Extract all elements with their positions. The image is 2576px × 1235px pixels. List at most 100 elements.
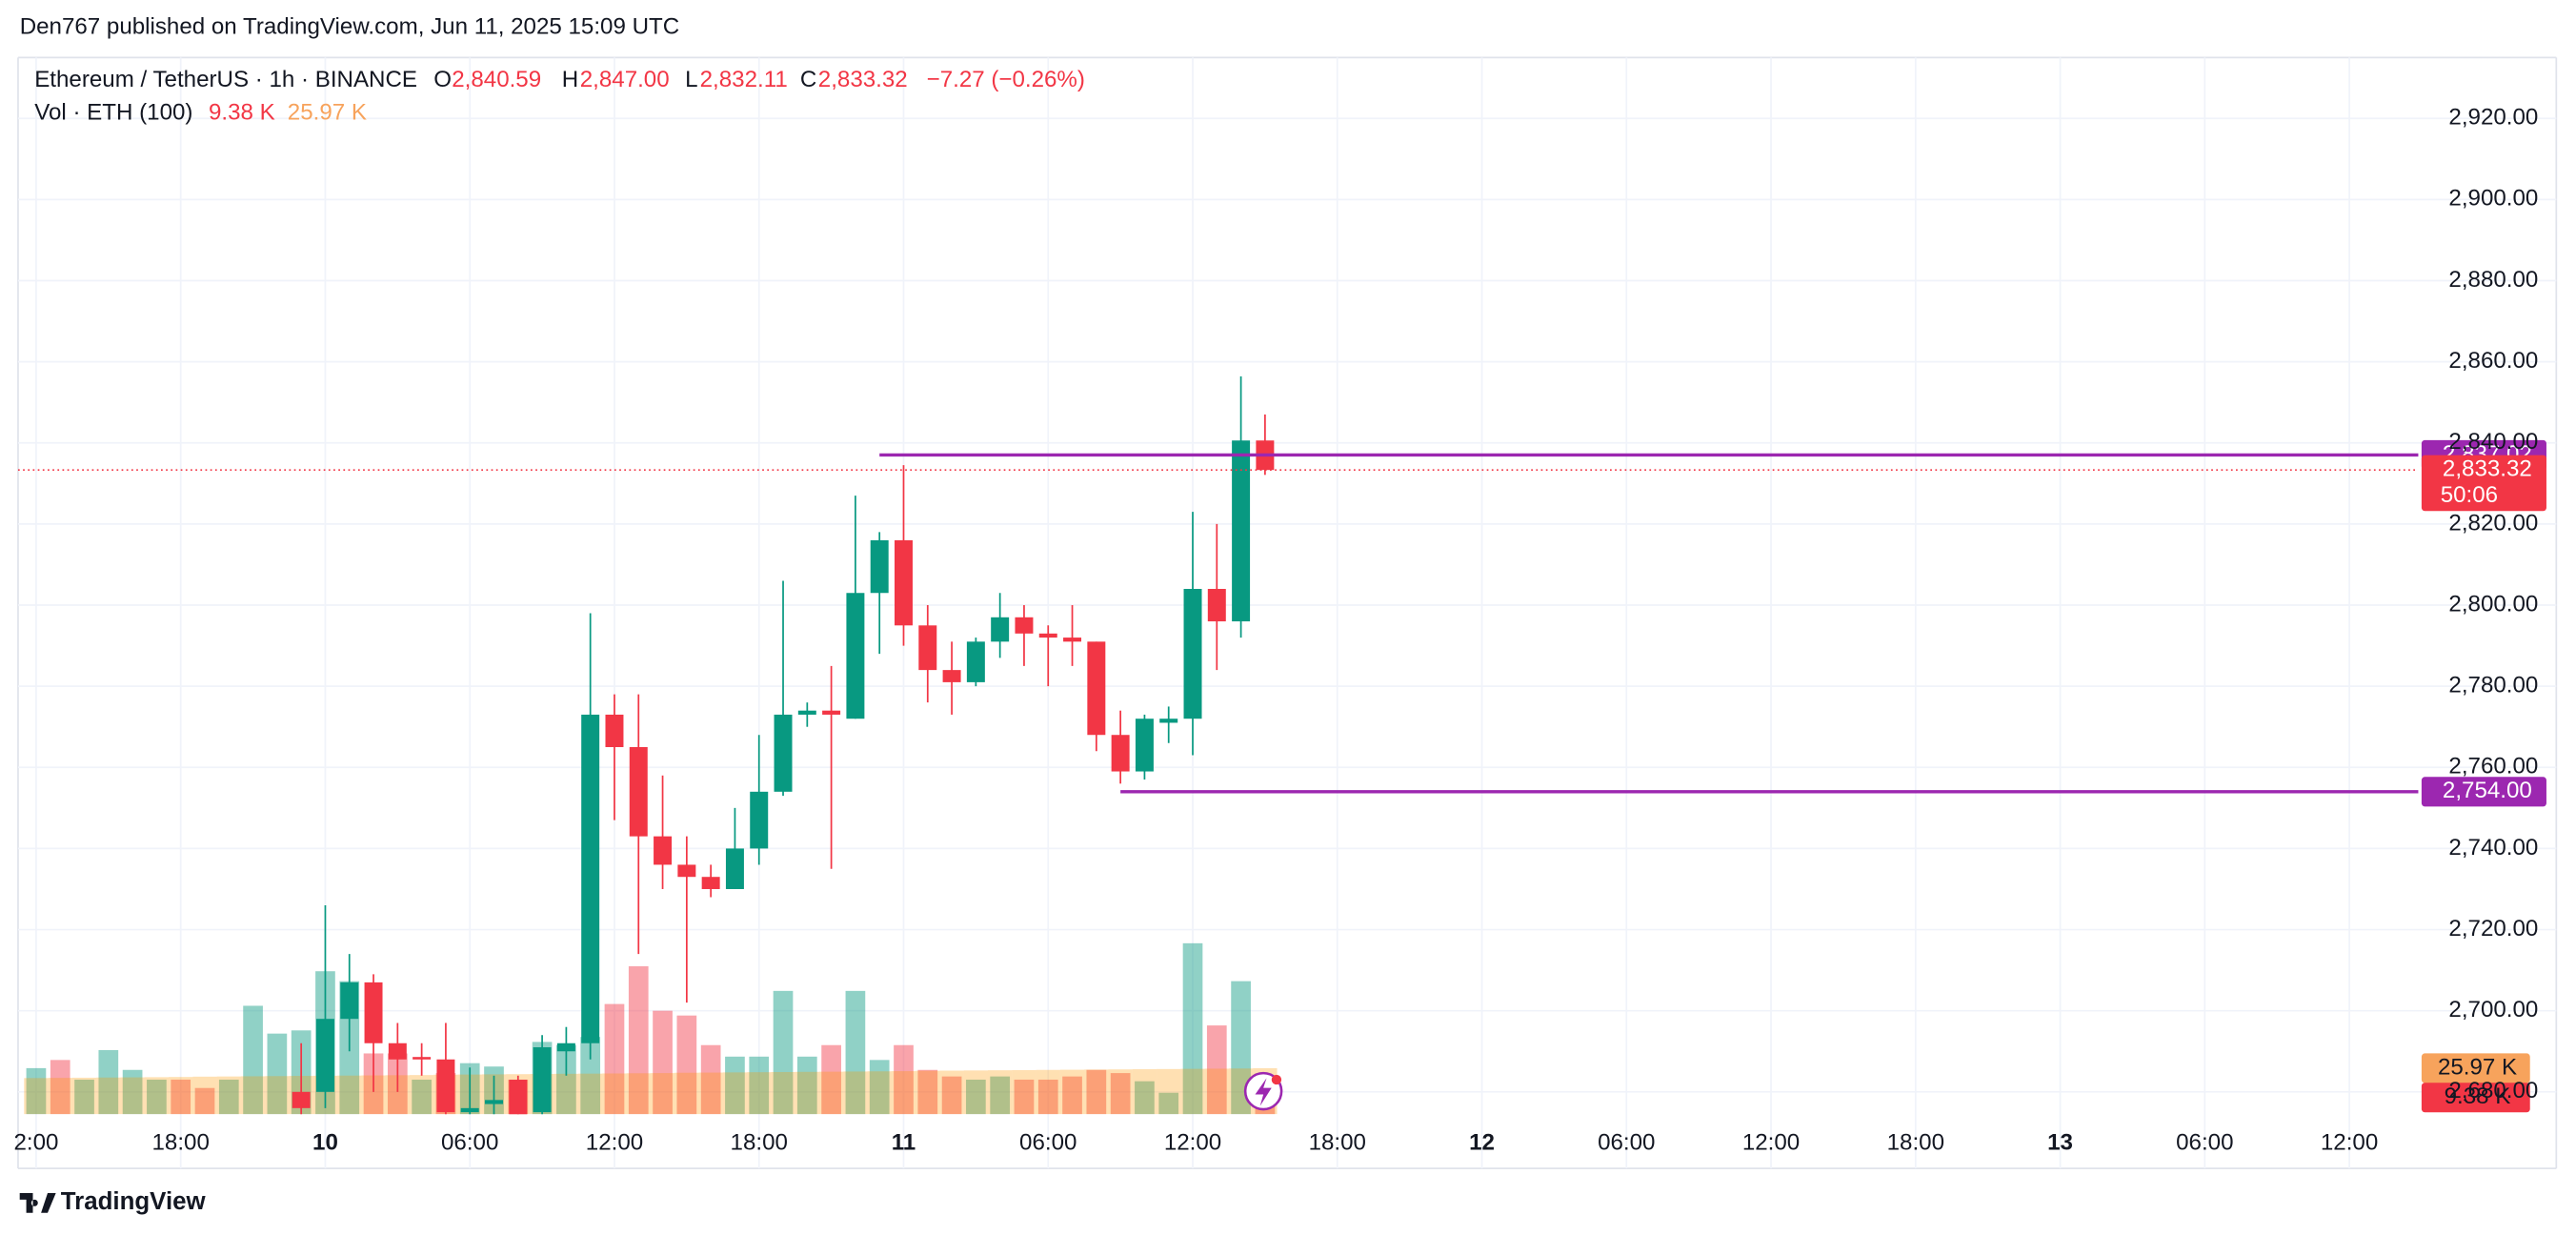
volume-ma — [818, 1071, 844, 1115]
candle-body — [1183, 588, 1202, 719]
x-tick-label: 06:00 — [2176, 1130, 2233, 1156]
volume-bar — [412, 1079, 432, 1115]
x-tick-label: 06:00 — [1019, 1130, 1077, 1156]
y-tick-label: 2,740.00 — [2448, 835, 2538, 860]
legend-value: 2,833.32 — [818, 67, 908, 92]
volume-bar — [50, 1060, 70, 1115]
volume-ma — [891, 1071, 916, 1115]
volume-legend-value: 9.38 K — [209, 99, 275, 125]
volume-ma — [1180, 1068, 1205, 1115]
volume-bar — [773, 990, 794, 1115]
volume-ma — [24, 1078, 49, 1115]
candle-body — [725, 848, 744, 889]
candle-body — [942, 670, 961, 682]
symbol: Ethereum / TetherUS · 1h · BINANCE — [34, 67, 417, 92]
x-tick-label: 18:00 — [1309, 1130, 1366, 1156]
x-tick-label: 13 — [2047, 1130, 2073, 1156]
candle-body — [895, 539, 913, 626]
x-tick-label: 2:00 — [13, 1130, 58, 1156]
volume-ma — [939, 1070, 964, 1115]
y-tick-label: 2,780.00 — [2448, 673, 2538, 698]
volume-ma — [578, 1073, 603, 1115]
volume-bar — [122, 1069, 143, 1115]
x-tick-label: 12 — [1469, 1130, 1495, 1156]
volume-ma — [1059, 1069, 1085, 1115]
x-tick-label: 18:00 — [731, 1130, 788, 1156]
candle-body — [1207, 588, 1226, 622]
volume-ma — [650, 1073, 675, 1115]
volume-label: 9.38 K — [2445, 1083, 2511, 1109]
icon-dot[interactable] — [1271, 1074, 1282, 1085]
volume-bar — [628, 966, 649, 1115]
volume-ma — [48, 1078, 72, 1115]
last-price-box — [2421, 455, 2546, 512]
y-tick-label: 2,680.00 — [2448, 1078, 2538, 1103]
y-tick-label: 2,900.00 — [2448, 186, 2538, 212]
volume-bar — [1062, 1076, 1082, 1115]
volume-bar — [171, 1079, 191, 1115]
volume-ma — [1084, 1069, 1109, 1115]
x-tick-label: 10 — [312, 1130, 338, 1156]
legend-key: H — [562, 67, 578, 92]
volume-ma — [120, 1077, 145, 1115]
volume-ma — [626, 1073, 651, 1115]
legend-value: 2,840.59 — [452, 67, 541, 92]
volume-ma — [1204, 1068, 1229, 1115]
volume-ma — [1036, 1069, 1060, 1115]
legend-key: O — [433, 67, 452, 92]
candle-body — [1111, 735, 1130, 772]
candle-body — [460, 1107, 479, 1113]
x-tick-label: 12:00 — [2321, 1130, 2378, 1156]
volume-label-box — [2421, 1083, 2530, 1113]
volume-bar — [749, 1056, 770, 1115]
volume-bar — [267, 1033, 288, 1115]
x-tick-label: 12:00 — [1742, 1130, 1800, 1156]
candle-body — [870, 539, 889, 594]
candle-body — [991, 617, 1010, 642]
volume-bar — [1158, 1092, 1179, 1115]
y-tick-label: 2,860.00 — [2448, 348, 2538, 374]
candle-body — [315, 1019, 334, 1092]
volume-bar — [1110, 1073, 1131, 1115]
lightning-icon[interactable] — [1243, 1071, 1283, 1111]
candle-body — [1135, 719, 1154, 772]
volume-bar — [894, 1044, 914, 1115]
candle-body — [1063, 638, 1082, 642]
volume-ma — [96, 1077, 121, 1115]
candle-body — [436, 1059, 455, 1113]
candle-body — [605, 714, 624, 748]
countdown: 50:06 — [2441, 482, 2498, 508]
price-label: 2,754.00 — [2443, 778, 2532, 803]
volume-ma — [698, 1072, 723, 1115]
volume-bar — [74, 1079, 94, 1115]
candle-body — [340, 982, 359, 1020]
volume-ma — [916, 1070, 940, 1115]
candle-body — [581, 714, 600, 1043]
candle-body — [1232, 440, 1251, 622]
candle-body — [750, 791, 769, 849]
x-tick-label: 12:00 — [586, 1130, 643, 1156]
candle-body — [509, 1080, 528, 1115]
x-tick-label: 06:00 — [441, 1130, 498, 1156]
candle-body — [677, 864, 696, 878]
candle-body — [485, 1100, 503, 1104]
candle-body — [774, 714, 793, 792]
volume-bar — [966, 1079, 986, 1115]
volume-bar — [604, 1003, 625, 1115]
volume-ma — [409, 1075, 434, 1115]
volume-ma — [602, 1073, 627, 1115]
candle-body — [1015, 617, 1034, 634]
y-tick-label: 2,820.00 — [2448, 510, 2538, 536]
y-tick-label: 2,720.00 — [2448, 916, 2538, 941]
volume-ma — [963, 1070, 989, 1115]
volume-ma — [722, 1072, 748, 1115]
icon-bolt[interactable] — [1255, 1078, 1272, 1106]
y-tick-label: 2,700.00 — [2448, 997, 2538, 1022]
volume-bar — [941, 1076, 962, 1115]
volume-bar — [725, 1056, 745, 1115]
volume-bar — [1135, 1081, 1155, 1115]
candle-body — [797, 710, 816, 715]
x-tick-label: 18:00 — [152, 1130, 210, 1156]
